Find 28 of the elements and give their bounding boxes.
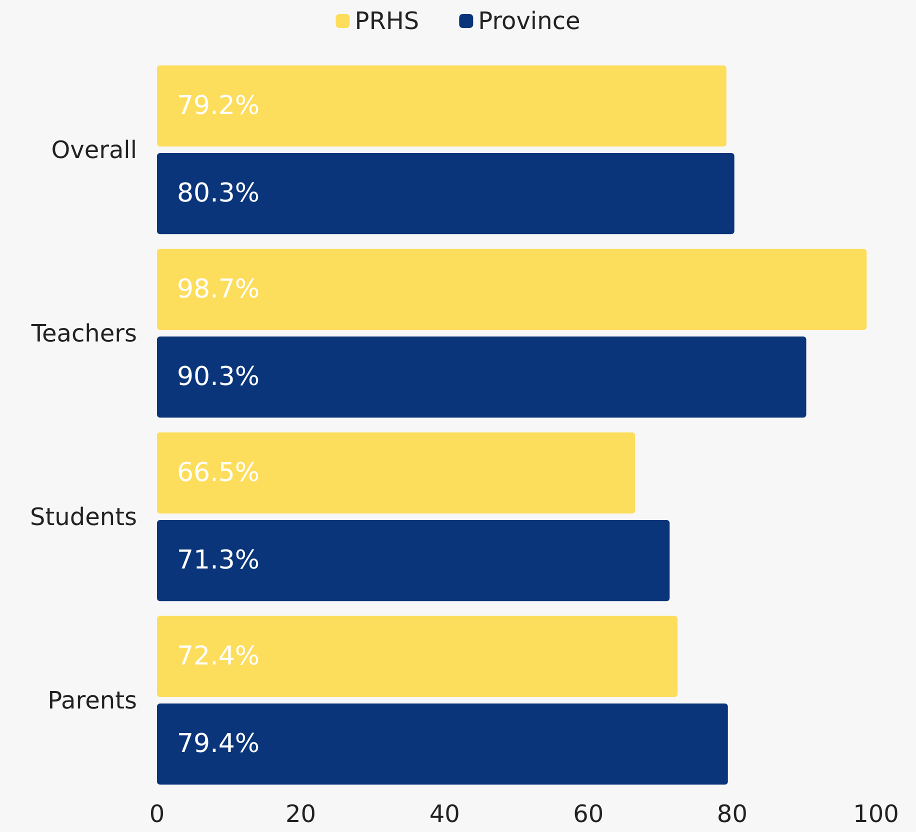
y-tick-label: Parents: [48, 686, 137, 714]
data-label: 80.3%: [177, 178, 260, 209]
bar: [157, 65, 726, 147]
legend-label: PRHS: [354, 7, 420, 35]
x-tick-label: 0: [149, 800, 165, 828]
y-tick-label: Students: [30, 502, 137, 531]
data-label: 79.4%: [177, 729, 260, 760]
bar: [157, 248, 867, 330]
x-tick-label: 60: [573, 800, 604, 828]
data-label: 90.3%: [177, 362, 260, 392]
bar: [157, 152, 734, 234]
data-label: 72.4%: [177, 641, 260, 672]
bar: [157, 616, 678, 698]
data-label: 66.5%: [177, 458, 260, 488]
y-tick-label: Teachers: [30, 319, 137, 348]
bar: [157, 432, 636, 514]
data-label: 98.7%: [177, 274, 260, 304]
bar: [157, 336, 806, 418]
data-label: 79.2%: [177, 90, 260, 121]
data-label: 71.3%: [177, 546, 260, 576]
x-tick-label: 20: [286, 800, 316, 828]
legend-label: Province: [478, 7, 580, 35]
y-tick-label: Overall: [51, 136, 137, 164]
bar: [157, 520, 670, 602]
x-tick-label: 80: [716, 800, 748, 828]
x-tick-label: 100: [853, 800, 899, 828]
bar: [157, 703, 728, 785]
x-tick-label: 40: [429, 800, 460, 828]
